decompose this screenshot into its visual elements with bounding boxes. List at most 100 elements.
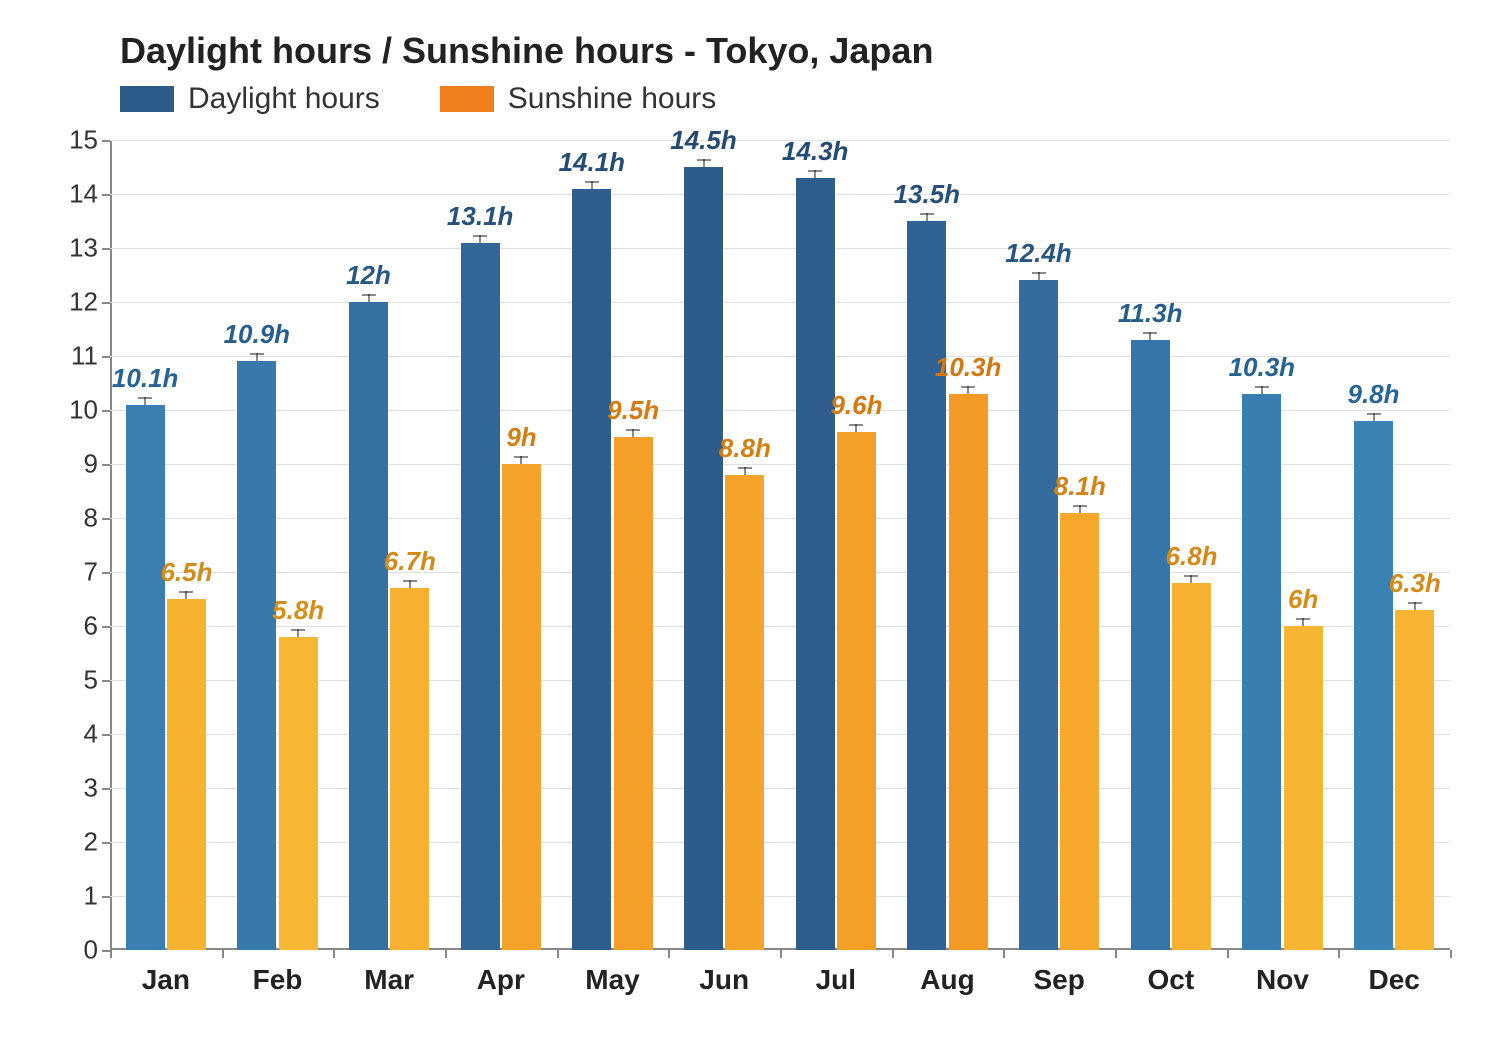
bar-value-label: 9.5h xyxy=(607,395,659,426)
x-tick-label: Jun xyxy=(699,950,749,996)
bar-value-label: 10.3h xyxy=(935,352,1002,383)
bar-value-label: 6.3h xyxy=(1389,568,1441,599)
x-tick-label: Jan xyxy=(142,950,190,996)
x-tick-mark xyxy=(557,950,559,958)
bar-value-label: 5.8h xyxy=(272,595,324,626)
x-tick-mark xyxy=(668,950,670,958)
chart-container: Daylight hours / Sunshine hours - Tokyo,… xyxy=(0,0,1500,1050)
errorbar-cap xyxy=(514,456,528,458)
x-tick-label: Sep xyxy=(1033,950,1084,996)
y-tick-label: 0 xyxy=(38,935,110,966)
bar xyxy=(1172,583,1211,950)
bar-value-label: 6h xyxy=(1288,584,1318,615)
bar-value-label: 13.1h xyxy=(447,201,514,232)
gridline xyxy=(110,248,1450,249)
y-tick-label: 9 xyxy=(38,449,110,480)
errorbar-cap xyxy=(291,629,305,631)
gridline xyxy=(110,302,1450,303)
y-tick-label: 13 xyxy=(38,233,110,264)
gridline xyxy=(110,140,1450,141)
chart-title: Daylight hours / Sunshine hours - Tokyo,… xyxy=(120,30,1460,72)
bar-value-label: 10.1h xyxy=(112,363,179,394)
bar-value-label: 13.5h xyxy=(894,179,961,210)
bar-value-label: 14.1h xyxy=(559,147,626,178)
bar xyxy=(1395,610,1434,950)
errorbar-cap xyxy=(1143,332,1157,334)
x-tick-mark xyxy=(1115,950,1117,958)
x-tick-label: May xyxy=(585,950,639,996)
bar-value-label: 6.8h xyxy=(1165,541,1217,572)
x-tick-label: Dec xyxy=(1368,950,1419,996)
bar-value-label: 11.3h xyxy=(1118,298,1183,329)
errorbar-cap xyxy=(585,181,599,183)
errorbar-cap xyxy=(403,580,417,582)
bar-value-label: 6.5h xyxy=(160,557,212,588)
bar xyxy=(461,243,500,950)
errorbar-cap xyxy=(1408,602,1422,604)
y-tick-label: 4 xyxy=(38,719,110,750)
x-tick-mark xyxy=(1227,950,1229,958)
bar-value-label: 9.6h xyxy=(830,390,882,421)
x-tick-label: Nov xyxy=(1256,950,1309,996)
x-tick-mark xyxy=(780,950,782,958)
y-tick-label: 10 xyxy=(38,395,110,426)
errorbar-cap xyxy=(138,397,152,399)
legend-item-sunshine: Sunshine hours xyxy=(440,82,716,116)
x-tick-label: Oct xyxy=(1147,950,1194,996)
x-tick-mark xyxy=(110,950,112,958)
errorbar-cap xyxy=(1255,386,1269,388)
x-tick-label: Mar xyxy=(364,950,414,996)
errorbar-cap xyxy=(849,424,863,426)
plot-area: 0123456789101112131415Jan10.1h6.5hFeb10.… xyxy=(110,140,1450,950)
errorbar-cap xyxy=(1073,505,1087,507)
gridline xyxy=(110,194,1450,195)
x-tick-label: Jul xyxy=(816,950,856,996)
bar xyxy=(684,167,723,950)
legend-item-daylight: Daylight hours xyxy=(120,82,380,116)
x-tick-label: Feb xyxy=(253,950,303,996)
bar xyxy=(725,475,764,950)
legend-swatch-sunshine xyxy=(440,86,494,112)
y-tick-label: 3 xyxy=(38,773,110,804)
y-tick-label: 12 xyxy=(38,287,110,318)
bar xyxy=(349,302,388,950)
bar-value-label: 8.1h xyxy=(1054,471,1106,502)
bar-value-label: 9h xyxy=(506,422,536,453)
bar-value-label: 9.8h xyxy=(1347,379,1399,410)
y-tick-label: 14 xyxy=(38,179,110,210)
errorbar-cap xyxy=(362,294,376,296)
x-tick-label: Apr xyxy=(477,950,525,996)
y-tick-label: 15 xyxy=(38,125,110,156)
y-tick-label: 6 xyxy=(38,611,110,642)
bar-value-label: 12h xyxy=(346,260,391,291)
y-tick-label: 11 xyxy=(38,341,110,372)
bar xyxy=(1060,513,1099,950)
bar xyxy=(1242,394,1281,950)
bar xyxy=(614,437,653,950)
y-tick-label: 2 xyxy=(38,827,110,858)
x-tick-mark xyxy=(1450,950,1452,958)
errorbar-cap xyxy=(920,213,934,215)
errorbar-cap xyxy=(1032,272,1046,274)
bar xyxy=(1131,340,1170,950)
bar-value-label: 14.3h xyxy=(782,136,849,167)
errorbar-cap xyxy=(808,170,822,172)
bar xyxy=(949,394,988,950)
x-tick-label: Aug xyxy=(920,950,974,996)
bar xyxy=(502,464,541,950)
bar xyxy=(1354,421,1393,950)
legend-swatch-daylight xyxy=(120,86,174,112)
bar xyxy=(796,178,835,950)
x-tick-mark xyxy=(333,950,335,958)
x-tick-mark xyxy=(445,950,447,958)
legend: Daylight hours Sunshine hours xyxy=(120,82,1460,116)
bar-value-label: 8.8h xyxy=(719,433,771,464)
errorbar-cap xyxy=(179,591,193,593)
errorbar-cap xyxy=(1367,413,1381,415)
errorbar-cap xyxy=(961,386,975,388)
errorbar-cap xyxy=(1296,618,1310,620)
bar xyxy=(837,432,876,950)
legend-label-daylight: Daylight hours xyxy=(188,82,380,116)
x-tick-mark xyxy=(892,950,894,958)
errorbar-cap xyxy=(473,235,487,237)
